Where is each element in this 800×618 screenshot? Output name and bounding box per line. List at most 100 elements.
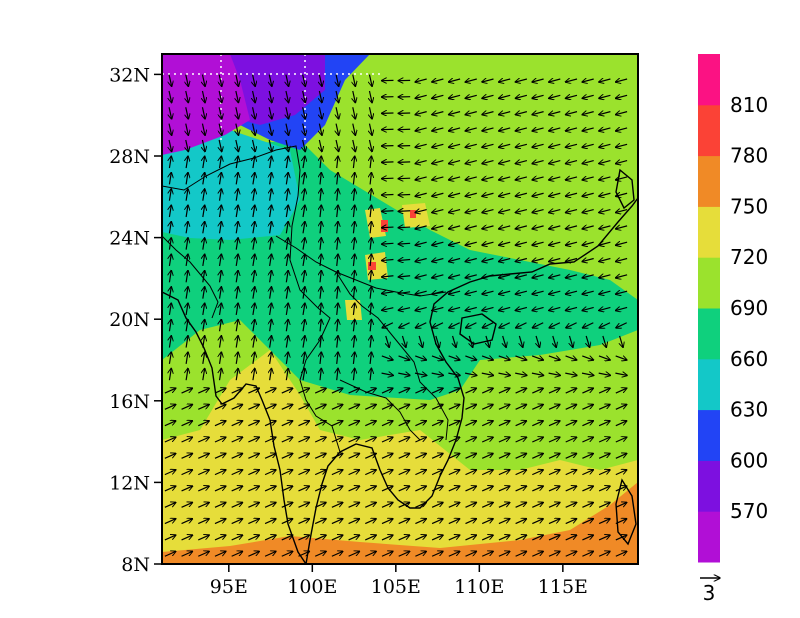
wind-vector [236, 254, 238, 267]
wind-vector [365, 470, 376, 476]
wind-vector [198, 535, 209, 541]
wind-vector [415, 437, 426, 443]
wind-vector [281, 535, 293, 541]
wind-vector [465, 79, 477, 82]
wind-vector [548, 388, 560, 394]
wind-vector [303, 254, 305, 267]
wind-vector [465, 128, 477, 131]
wind-vector [220, 189, 222, 201]
wind-vector [314, 404, 326, 410]
colorbar-label: 600 [730, 448, 768, 472]
wind-vector [481, 519, 493, 525]
wind-vector [598, 551, 610, 557]
wind-vector [532, 535, 543, 541]
wind-vector [381, 535, 393, 541]
wind-vector [465, 519, 476, 525]
wind-vector [582, 291, 594, 294]
wind-vector [220, 352, 222, 364]
wind-vector [370, 238, 371, 250]
colorbar-swatch-4 [698, 308, 720, 360]
wind-vector [615, 259, 628, 262]
wind-vector [582, 388, 593, 394]
wind-vector [353, 352, 354, 364]
wind-vector [620, 335, 623, 347]
wind-vector [532, 551, 543, 557]
wind-vector [549, 161, 561, 164]
wind-vector [448, 535, 460, 541]
wind-vector [448, 421, 460, 427]
wind-vector [365, 486, 376, 492]
wind-vector [432, 128, 444, 131]
wind-vector [565, 226, 578, 229]
wind-vector [598, 535, 610, 541]
wind-vector [599, 291, 611, 294]
wind-vector [186, 123, 189, 136]
wind-vector [498, 421, 510, 427]
wind-vector [353, 189, 354, 201]
wind-vector [337, 319, 338, 332]
wind-vector [353, 254, 354, 267]
wind-vector [198, 486, 209, 492]
wind-vector [431, 421, 443, 427]
wind-vector [336, 107, 339, 119]
wind-vector [599, 242, 611, 245]
wind-vector [381, 194, 394, 195]
wind-vector [398, 243, 411, 244]
wind-vector [331, 470, 343, 476]
wind-vector [303, 221, 305, 234]
wind-vector [499, 112, 511, 115]
wind-reference-vector: 3 [700, 578, 720, 605]
wind-vector [181, 404, 193, 410]
wind-vector [515, 453, 527, 459]
wind-vector [381, 388, 393, 394]
coastline-gulf-of-thailand [305, 197, 638, 564]
wind-vector [499, 161, 511, 164]
wind-vector [499, 242, 511, 245]
wind-vector [236, 74, 239, 87]
wind-vector [264, 437, 276, 443]
wind-vector [481, 535, 493, 541]
wind-vector [582, 307, 594, 310]
coastlines [162, 168, 638, 564]
wind-vector [298, 535, 309, 541]
wind-vector [331, 486, 343, 492]
wind-vector [264, 453, 276, 459]
wind-vector [337, 352, 338, 364]
wind-vector [248, 535, 259, 541]
plot-area [162, 54, 638, 564]
wind-vector [581, 373, 594, 375]
wind-vector [253, 173, 255, 185]
wind-vector [515, 388, 527, 394]
wind-vector [169, 173, 171, 185]
wind-vector [465, 210, 477, 213]
wind-vector [432, 193, 444, 196]
wind-vector [482, 95, 494, 98]
wind-vector [320, 352, 321, 364]
wind-vector [286, 270, 288, 283]
wind-vector [353, 205, 354, 218]
wind-vector [498, 502, 510, 508]
wind-vector [465, 307, 477, 310]
wind-vector [314, 502, 326, 508]
wind-vector [415, 144, 427, 147]
wind-vector [353, 287, 354, 299]
wind-vector [236, 303, 238, 316]
wind-vector [253, 221, 255, 234]
wind-vector [415, 453, 426, 459]
wind-vector [498, 470, 510, 476]
wind-vector [448, 193, 461, 196]
wind-vector [615, 404, 627, 410]
wind-vector [186, 238, 188, 250]
wind-vector [236, 90, 239, 103]
plot-frame [161, 53, 639, 565]
wind-vector [465, 177, 477, 180]
wind-vector [169, 139, 172, 152]
wind-vector [181, 551, 193, 557]
wind-vector [532, 128, 544, 131]
wind-vector [515, 519, 527, 525]
wind-vector [236, 173, 238, 185]
wind-vector [220, 303, 222, 316]
wind-vector [615, 453, 627, 459]
wind-vector [582, 519, 593, 525]
